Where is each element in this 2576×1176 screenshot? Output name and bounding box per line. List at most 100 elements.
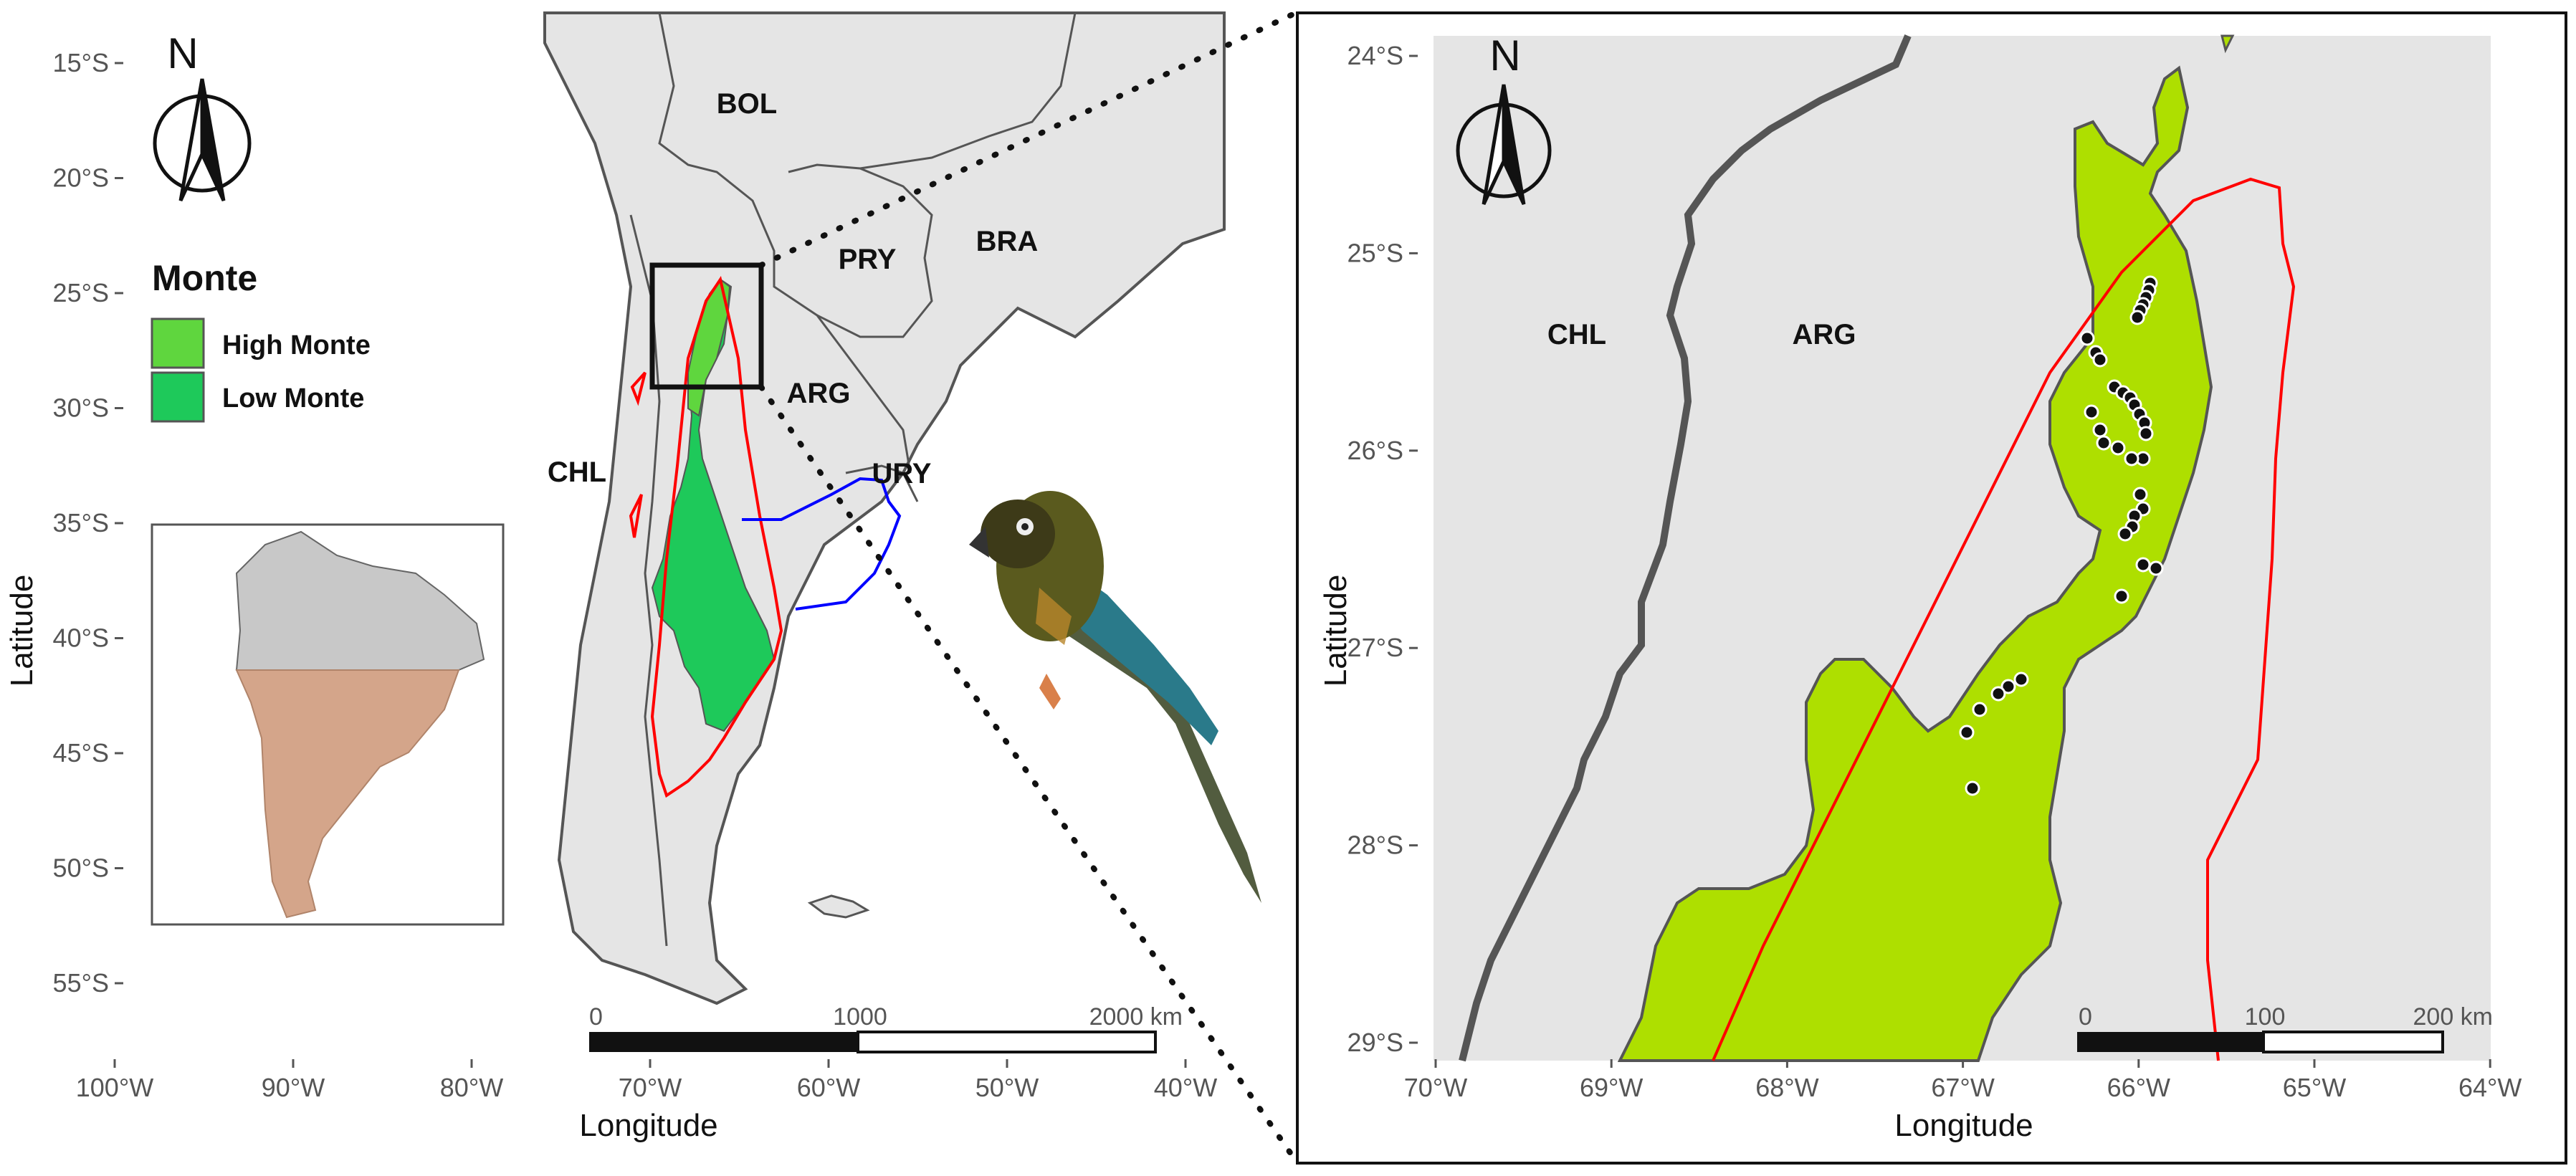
occurrence-point-31 [2000,679,2016,694]
occurrence-point-5 [2129,310,2145,325]
scalebar-right-black [2077,1032,2263,1052]
left-x-axis-title: Longitude [579,1108,717,1143]
monte-zoom-area [1617,65,2213,1062]
legend: Monte High Monte Low Monte [151,258,371,423]
latitude-tick-1: 25°S [1347,238,1403,267]
longitude-tick-5: 65°W [2283,1073,2346,1102]
left-y-axis-title: Latitude [4,575,39,687]
country-label-pry: PRY [839,244,897,275]
scalebar-left-black [589,1032,858,1052]
latitude-tick-4: 35°S [53,508,109,537]
occurrence-point-19 [2096,435,2112,451]
occurrence-point-28 [2148,560,2164,576]
occurrence-point-8 [2092,352,2108,368]
occurrence-point-20 [2092,422,2108,438]
low-monte-area [651,278,776,732]
right-y-axis-title: Latitude [1318,575,1353,687]
country-label-ury: URY [872,458,932,489]
country-label-bra: BRA [976,226,1039,257]
occurrence-point-21 [2084,404,2099,420]
zoom-connector-top [758,10,1299,268]
latitude-tick-5: 29°S [1347,1028,1403,1057]
scalebar-left-mid: 1000 [833,1003,887,1031]
occurrence-point-32 [1990,686,2006,702]
zoom-extent-box [649,262,764,390]
legend-swatch-low-monte [151,371,205,423]
occurrence-point-33 [1972,702,1988,717]
occurrence-point-35 [1965,780,1980,796]
left-longitude-ticks: 100°W 90°W 80°W 70°W 60°W 50°W 40°W [76,1059,1217,1102]
latitude-tick-0: 15°S [53,48,109,77]
north-arrow-right: N [1456,32,1552,206]
longitude-tick-1: 69°W [1580,1073,1643,1102]
occurrence-point-29 [2114,588,2129,604]
scalebar-left-start: 0 [589,1003,603,1031]
occurrence-point-18 [2110,440,2126,456]
zoom-connector-bottom [758,384,1299,1164]
parrot-illustration [969,491,1261,903]
right-x-axis-title: Longitude [1894,1108,2033,1143]
longitude-tick-2: 68°W [1755,1073,1818,1102]
latitude-tick-3: 27°S [1347,633,1403,662]
right-longitude-ticks: 70°W 69°W 68°W 67°W 66°W 65°W 64°W [1404,1059,2522,1102]
latitude-tick-2: 26°S [1347,436,1403,465]
latitude-tick-1: 20°S [53,163,109,193]
legend-swatch-high-monte [151,317,205,369]
latitude-tick-2: 25°S [53,278,109,307]
zoom-country-label-arg: ARG [1793,319,1856,350]
legend-label-low-monte: Low Monte [222,383,364,413]
middle-map: BOL PRY BRA ARG URY CHL 0 1000 2000 km [536,11,1226,1053]
occurrence-point-30 [2013,671,2029,687]
latitude-tick-4: 28°S [1347,831,1403,860]
longitude-tick-3: 67°W [1931,1073,1994,1102]
longitude-tick-4: 66°W [2107,1073,2170,1102]
range-outline-zoom [1712,177,2296,1061]
country-label-bol: BOL [717,88,777,120]
occurrence-points [1959,275,2164,796]
south-america-land [543,11,1226,1005]
occurrence-point-34 [1959,725,1975,740]
left-latitude-ticks: 15°S 20°S 25°S 30°S 35°S 40°S 45°S 50°S 55°S [53,48,123,998]
longitude-tick-3: 70°W [619,1073,682,1102]
chl-arg-border [1459,34,1912,1062]
longitude-tick-6: 40°W [1154,1073,1217,1102]
scalebar-right-mid: 100 [2245,1003,2286,1031]
longitude-tick-1: 90°W [262,1073,325,1102]
latitude-tick-6: 45°S [53,738,109,768]
right-map: CHL ARG N 0 100 200 km [1434,32,2494,1062]
longitude-tick-2: 80°W [440,1073,503,1102]
north-label: N [167,29,198,77]
country-label-arg: ARG [787,378,851,409]
river-line [742,477,902,611]
scalebar-left-end: 2000 km [1089,1003,1183,1031]
occurrence-point-22 [2132,487,2148,502]
latitude-tick-8: 55°S [53,968,109,998]
range-outline-main [650,276,783,798]
country-label-chl: CHL [548,456,606,488]
scalebar-right-end: 200 km [2413,1003,2494,1031]
longitude-tick-4: 60°W [797,1073,860,1102]
occurrence-point-26 [2117,526,2133,542]
falklands [807,894,870,919]
latitude-tick-0: 24°S [1347,41,1403,70]
latitude-tick-5: 40°S [53,623,109,653]
occurrence-point-6 [2079,330,2095,346]
scalebar-right-white [2262,1031,2444,1053]
occurrence-point-15 [2138,426,2154,441]
longitude-tick-0: 70°W [1404,1073,1467,1102]
legend-title: Monte [152,258,257,298]
scalebar-left-white [857,1031,1157,1053]
inset-map [151,523,505,926]
latitude-tick-7: 50°S [53,854,109,883]
north-arrow-left: N [153,29,252,202]
scalebar-right-start: 0 [2079,1003,2092,1031]
inset-south-region [235,669,460,919]
longitude-tick-0: 100°W [76,1073,153,1102]
occurrence-point-27 [2135,557,2151,573]
legend-label-high-monte: High Monte [222,330,371,360]
right-latitude-ticks: 24°S 25°S 26°S 27°S 28°S 29°S [1347,41,1418,1057]
longitude-tick-6: 64°W [2458,1073,2522,1102]
latitude-tick-3: 30°S [53,393,109,423]
longitude-tick-5: 50°W [975,1073,1039,1102]
